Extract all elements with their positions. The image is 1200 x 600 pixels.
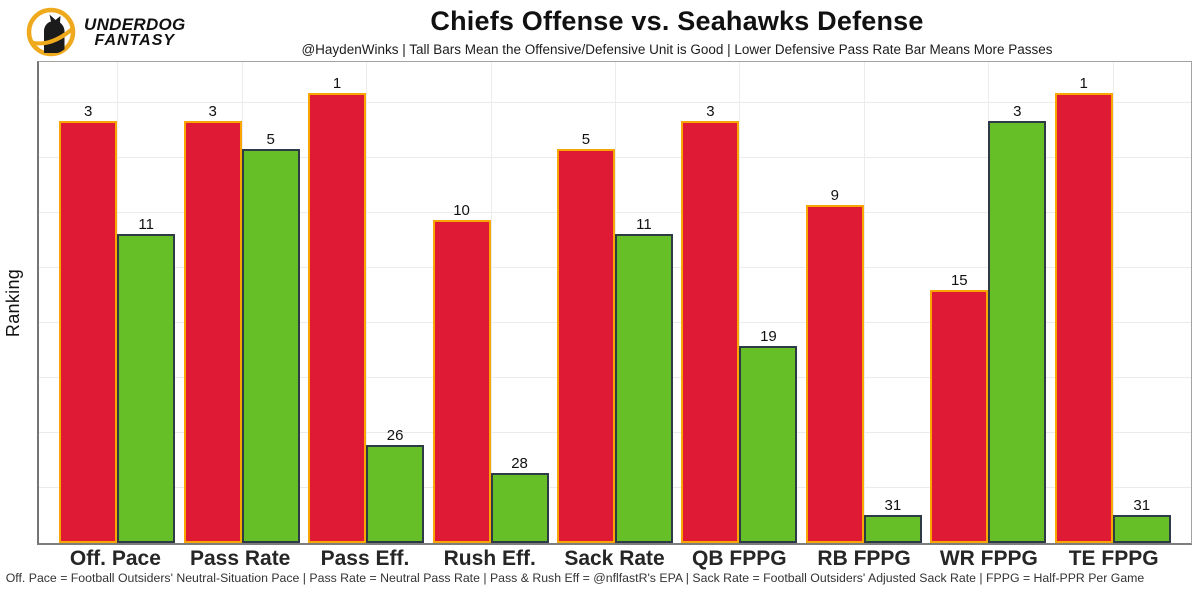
x-tick-label-pass-rate: Pass Rate (189, 547, 291, 570)
bar-value-label: 31 (1133, 497, 1151, 514)
brand-wordmark: UNDERDOG FANTASY (84, 16, 186, 49)
offense-bar-pass-rate: 3 (183, 103, 242, 543)
bar-value-label: 5 (581, 131, 591, 148)
y-axis-label: Ranking (3, 268, 23, 337)
offense-bar-te-fppg: 1 (1054, 75, 1113, 543)
chart-subtitle: @HaydenWinks | Tall Bars Mean the Offens… (301, 42, 1053, 57)
bar-value-label: 11 (636, 216, 652, 233)
bar-value-label: 5 (266, 131, 275, 148)
defense-bar-rb-fppg: 31 (863, 497, 922, 543)
bar-value-label: 11 (138, 216, 154, 233)
gridline-vertical (863, 62, 865, 543)
x-tick-label-te-fppg: TE FPPG (1068, 547, 1159, 570)
bar-value-label: 31 (884, 497, 902, 514)
bar-group-off-pace: 3 11 (55, 62, 179, 543)
bar-value-label: 28 (511, 455, 528, 472)
brand-line1: UNDERDOG (84, 14, 186, 34)
x-tick-label-rb-fppg: RB FPPG (817, 547, 911, 570)
x-tick-label-rush-eff-: Rush Eff. (443, 547, 536, 570)
x-tick-label-pass-eff-: Pass Eff. (320, 547, 410, 570)
defense-bar-wr-fppg: 3 (988, 103, 1047, 543)
defense-bar-rush-eff-: 28 (490, 455, 549, 543)
bar-value-label: 19 (760, 328, 777, 345)
bar-value-label: 26 (386, 427, 404, 444)
bar-group-pass-eff-: 1 26 (304, 62, 428, 543)
bar-value-label: 1 (332, 75, 342, 92)
bar-value-label: 1 (1079, 75, 1088, 92)
x-tick-label-wr-fppg: WR FPPG (939, 547, 1038, 570)
bar-group-sack-rate: 5 11 (553, 62, 677, 543)
gridline-vertical (490, 62, 492, 543)
defense-bar-qb-fppg: 19 (739, 328, 798, 543)
x-tick-label-sack-rate: Sack Rate (564, 547, 665, 570)
offense-bar-rb-fppg: 9 (805, 187, 864, 543)
bar-groups: 3 11 3 5 1 26 10 28 5 11 3 19 9 31 15 3 1 31 (39, 62, 1191, 543)
bar-value-label: 3 (1013, 103, 1022, 120)
brand-line2: FANTASY (94, 31, 176, 49)
offense-bar-sack-rate: 5 (556, 131, 615, 543)
bar-value-label: 3 (84, 103, 93, 120)
defense-bar-sack-rate: 11 (614, 216, 673, 543)
brand-logo: UNDERDOG FANTASY (26, 7, 186, 57)
bar-value-label: 10 (453, 202, 470, 219)
plot-area: 3 11 3 5 1 26 10 28 5 11 3 19 9 31 15 3 1 31 Ranking (3, 61, 1192, 545)
bar-group-wr-fppg: 15 3 (926, 62, 1050, 543)
offense-bar-off-pace: 3 (59, 103, 118, 543)
defense-bar-pass-rate: 5 (241, 131, 300, 543)
gridline-vertical (366, 62, 368, 543)
bar-value-label: 3 (706, 103, 715, 120)
bar-group-rb-fppg: 9 31 (802, 62, 926, 543)
footer-caption: Off. Pace = Football Outsiders' Neutral-… (5, 571, 1145, 585)
header: Chiefs Offense vs. Seahawks Defense @Hay… (301, 6, 1052, 57)
gridline-vertical (739, 62, 741, 543)
bar-value-label: 15 (950, 272, 968, 289)
x-tick-label-off-pace: Off. Pace (69, 547, 161, 570)
chart-title: Chiefs Offense vs. Seahawks Defense (430, 6, 924, 36)
defense-bar-pass-eff-: 26 (366, 427, 425, 543)
defense-bar-te-fppg: 31 (1112, 497, 1171, 543)
offense-bar-rush-eff-: 10 (432, 202, 491, 543)
x-tick-label-qb-fppg: QB FPPG (692, 547, 787, 570)
bar-value-label: 3 (208, 103, 217, 120)
bar-value-label: 9 (830, 187, 840, 204)
defense-bar-off-pace: 11 (117, 216, 176, 543)
offense-bar-wr-fppg: 15 (930, 272, 989, 543)
underdog-dog-icon (26, 7, 76, 57)
gridline-vertical (1112, 62, 1114, 543)
bar-group-rush-eff-: 10 28 (428, 62, 552, 543)
offense-bar-qb-fppg: 3 (681, 103, 740, 543)
offense-bar-pass-eff-: 1 (308, 75, 367, 543)
x-axis-labels: Off. Pace Pass Rate Pass Eff. Rush Eff. Sack… (37, 547, 1192, 571)
bar-group-te-fppg: 1 31 (1051, 62, 1175, 543)
bar-group-qb-fppg: 3 19 (677, 62, 801, 543)
